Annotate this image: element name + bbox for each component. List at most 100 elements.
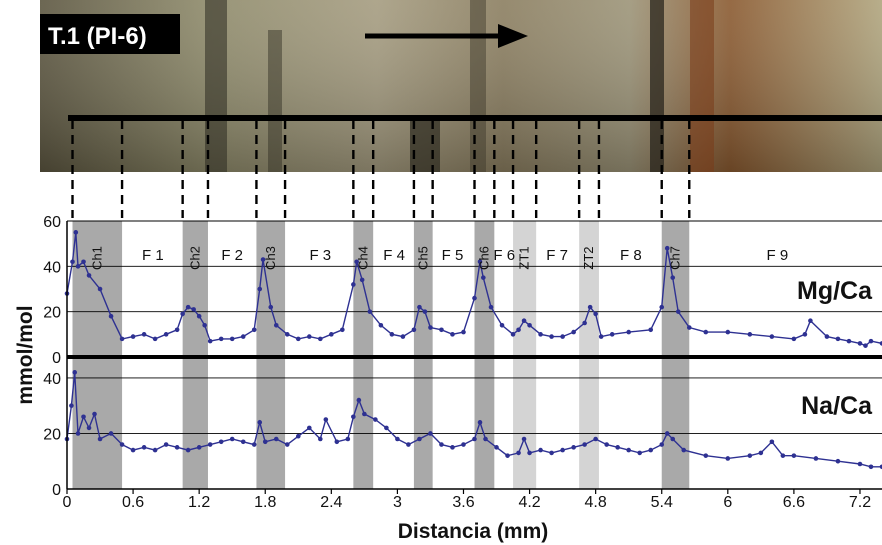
y-tick-label: 40 <box>43 259 61 276</box>
x-tick-label: 6.6 <box>783 494 805 511</box>
series-point <box>808 318 813 324</box>
series-point <box>351 282 356 287</box>
series-point <box>257 286 263 292</box>
zone-label: Ch7 <box>667 246 682 270</box>
series-point <box>196 445 202 450</box>
series-point <box>598 334 604 339</box>
series-point <box>345 436 351 442</box>
series-point <box>81 259 86 265</box>
photo-title: T.1 (PI-6) <box>48 23 147 50</box>
zone-label: Ch2 <box>187 246 202 270</box>
series-point <box>163 332 169 337</box>
facies-label: F 1 <box>142 247 164 264</box>
series-point <box>626 329 631 335</box>
series-point <box>108 313 114 319</box>
x-tick-label: 0 <box>63 494 72 511</box>
series-point <box>780 453 786 458</box>
series-point <box>499 322 505 328</box>
zone-label: Ch4 <box>355 246 370 270</box>
series-point <box>417 304 422 310</box>
series-point <box>284 442 290 447</box>
facies-label: F 6 <box>493 247 515 264</box>
x-tick-label: 5.4 <box>651 494 673 511</box>
series-point <box>141 332 147 337</box>
series-point <box>428 325 433 330</box>
series-point <box>521 436 527 442</box>
series-point <box>769 439 775 445</box>
facies-label: F 7 <box>546 247 568 264</box>
series-point <box>505 453 510 458</box>
series-point <box>648 447 654 453</box>
series-point <box>362 411 367 417</box>
facies-label: F 2 <box>221 247 243 264</box>
series-point <box>318 436 323 442</box>
series-point <box>571 445 576 450</box>
series-point <box>229 436 235 442</box>
series-point <box>560 447 565 453</box>
series-point <box>351 414 356 420</box>
series-point <box>549 334 554 339</box>
series-point <box>477 259 483 265</box>
series-point <box>251 442 257 447</box>
labels-layer: Ch1 Ch2 Ch3 Ch4 Ch5 Ch6 ZT1 ZT2 Ch7 F 1 F 2 F 3 F 4 F… <box>89 246 873 420</box>
zone-label: Ch1 <box>89 246 104 270</box>
series-point <box>637 450 643 456</box>
series-point <box>262 439 268 445</box>
x-tick-label: 1.8 <box>254 494 276 511</box>
series-point <box>119 442 125 447</box>
series-point <box>686 325 692 330</box>
series-point <box>450 445 455 450</box>
series-point <box>306 334 312 339</box>
series-point <box>257 420 263 425</box>
series-point <box>527 322 532 328</box>
series-point <box>538 447 543 453</box>
series-point <box>152 447 158 453</box>
series-point <box>422 309 428 314</box>
x-tick-label: 4.2 <box>518 494 540 511</box>
series-point <box>174 445 180 450</box>
series-point <box>75 264 81 269</box>
series-point <box>273 322 279 328</box>
series-point <box>174 327 180 333</box>
series-point <box>593 436 598 442</box>
series-point <box>367 309 373 314</box>
series-point <box>81 414 86 420</box>
series-point <box>510 332 516 337</box>
series-point <box>163 442 169 447</box>
x-tick-label: 2.4 <box>320 494 342 511</box>
series-point <box>318 336 323 342</box>
series-point <box>824 334 830 339</box>
series-point <box>207 442 213 447</box>
y-tick-label: 20 <box>43 305 61 322</box>
series-point <box>571 329 576 335</box>
series-point <box>86 273 92 278</box>
y-tick-label: 0 <box>52 350 61 367</box>
series-point <box>119 336 125 342</box>
series-point <box>835 458 841 464</box>
series-point <box>130 447 136 453</box>
series-point <box>75 431 81 436</box>
series-point <box>295 336 301 342</box>
series-point <box>516 327 521 333</box>
series-point <box>472 436 477 442</box>
series-point <box>538 332 543 337</box>
series-point <box>725 456 731 461</box>
zone-label: Ch3 <box>263 246 278 270</box>
series-point <box>340 327 345 333</box>
series-point <box>488 304 494 310</box>
series-point <box>130 334 136 339</box>
series-point <box>681 447 687 453</box>
series-point <box>857 341 863 346</box>
series-point <box>582 320 587 326</box>
series-point <box>659 442 665 447</box>
series-point <box>879 341 882 346</box>
series-point <box>70 259 75 265</box>
series-point <box>218 336 224 342</box>
series-point <box>609 332 615 337</box>
series-point <box>758 450 764 456</box>
series-point <box>411 327 417 333</box>
series-point <box>417 436 422 442</box>
zone-label: ZT2 <box>581 246 596 269</box>
axes-layer: 0 20 40 60 0 20 40 0 0.6 1.2 1.8 2.4 3 3.6 4.2 4.8 5.4 6 6… <box>14 214 882 543</box>
series-point <box>670 436 676 442</box>
